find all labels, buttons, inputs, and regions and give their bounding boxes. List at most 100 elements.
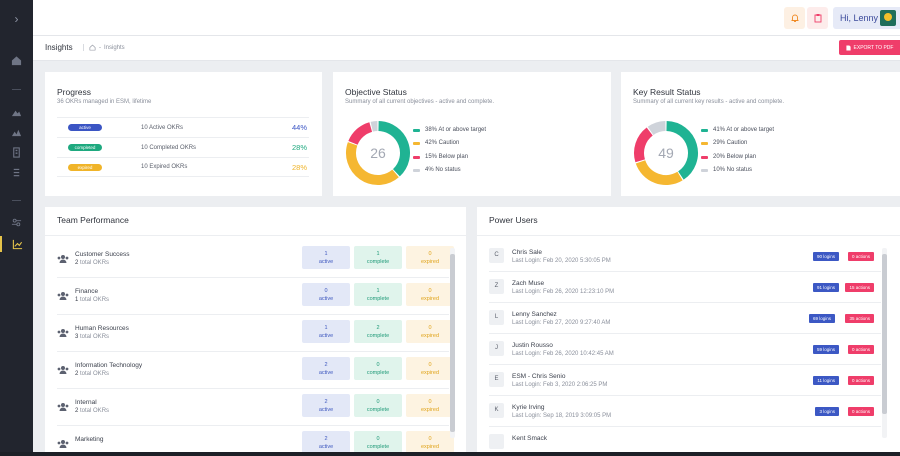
team-row[interactable]: Information Technology 2 total OKRs 2 act… bbox=[57, 352, 454, 389]
complete-count[interactable]: 0 complete bbox=[354, 357, 402, 380]
last-login: Last Login: Feb 20, 2020 5:30:05 PM bbox=[512, 258, 611, 264]
peaks-icon bbox=[11, 129, 22, 136]
complete-count[interactable]: 1 complete bbox=[354, 246, 402, 269]
expand-sidebar-button[interactable]: › bbox=[14, 12, 19, 26]
actions-badge: 15 actions bbox=[845, 283, 874, 292]
team-row[interactable]: Internal 2 total OKRs 2 active 0 complete … bbox=[57, 389, 454, 426]
card-subtitle: Summary of all current objectives - acti… bbox=[345, 99, 495, 105]
scrollbar-thumb[interactable] bbox=[882, 254, 887, 414]
scrollbar-thumb[interactable] bbox=[450, 254, 455, 432]
okr-count: 10 Expired OKRs bbox=[141, 164, 188, 170]
sidebar-item-teams[interactable] bbox=[0, 124, 33, 140]
donut-slice-caution bbox=[635, 159, 683, 185]
building-icon bbox=[13, 146, 20, 158]
active-count[interactable]: 1 active bbox=[302, 320, 350, 343]
avatar[interactable] bbox=[880, 10, 896, 26]
legend-label: 15% Below plan bbox=[425, 154, 469, 160]
card-title: Objective Status bbox=[345, 87, 407, 97]
user-row[interactable]: Kent Smack bbox=[489, 427, 881, 452]
actions-badge: 0 actions bbox=[847, 407, 874, 416]
sidebar-item-objectives[interactable] bbox=[0, 104, 33, 120]
legend-item: 38% At or above target bbox=[413, 127, 486, 133]
expired-count[interactable]: 0 expired bbox=[406, 283, 454, 306]
complete-count[interactable]: 0 complete bbox=[354, 431, 402, 452]
power-users-scrollbar[interactable] bbox=[882, 248, 887, 438]
sidebar-item-list[interactable] bbox=[0, 164, 33, 180]
expired-count[interactable]: 0 expired bbox=[406, 357, 454, 380]
legend-label: 20% Below plan bbox=[713, 154, 757, 160]
active-count[interactable]: 1 active bbox=[302, 246, 350, 269]
expired-count[interactable]: 0 expired bbox=[406, 394, 454, 417]
notifications-button[interactable] bbox=[784, 7, 805, 29]
user-row[interactable]: Z Zach Muse Last Login: Feb 26, 2020 12:… bbox=[489, 272, 881, 303]
team-row[interactable]: Marketing 2 active 0 complete 0 expired bbox=[57, 426, 454, 452]
export-label: EXPORT TO PDF bbox=[853, 44, 894, 51]
logins-badge: 91 logins bbox=[812, 283, 839, 292]
user-row[interactable]: L Lenny Sanchez Last Login: Feb 27, 2020… bbox=[489, 303, 881, 334]
team-list-scrollbar[interactable] bbox=[450, 248, 455, 438]
user-initial: Z bbox=[489, 279, 504, 294]
legend-label: 29% Caution bbox=[713, 140, 748, 146]
active-count[interactable]: 2 active bbox=[302, 357, 350, 380]
actions-badge: 35 actions bbox=[845, 314, 874, 323]
user-row[interactable]: K Kyrie Irving Last Login: Sep 18, 2019 … bbox=[489, 396, 881, 427]
export-to-pdf-button[interactable]: EXPORT TO PDF bbox=[839, 40, 900, 55]
actions-badge: 0 actions bbox=[847, 376, 874, 385]
legend-swatch bbox=[413, 141, 420, 145]
donut-slice-below-plan bbox=[634, 127, 653, 163]
breadcrumb-separator: - bbox=[99, 44, 101, 51]
user-menu[interactable]: Hi, Lenny bbox=[833, 7, 900, 29]
active-count[interactable]: 0 active bbox=[302, 283, 350, 306]
divider bbox=[477, 235, 900, 236]
donut-slice-below-plan bbox=[348, 122, 373, 146]
power-users-list[interactable]: C Chris Sale Last Login: Feb 20, 2020 5:… bbox=[477, 241, 887, 452]
key-result-status-donut: 49 bbox=[634, 121, 698, 185]
complete-count[interactable]: 0 complete bbox=[354, 394, 402, 417]
team-row[interactable]: Human Resources 3 total OKRs 1 active 2 co… bbox=[57, 315, 454, 352]
team-row[interactable]: Finance 1 total OKRs 0 active 1 complete 0… bbox=[57, 278, 454, 315]
active-count[interactable]: 2 active bbox=[302, 431, 350, 452]
donut-slice-at-or-above-target bbox=[666, 121, 698, 180]
user-name: Zach Muse bbox=[512, 280, 545, 287]
list-icon bbox=[13, 168, 20, 176]
okr-count: 10 Active OKRs bbox=[141, 124, 184, 131]
legend-item: 41% At or above target bbox=[701, 127, 774, 133]
team-icon bbox=[57, 403, 69, 411]
expired-count[interactable]: 0 expired bbox=[406, 320, 454, 343]
user-initial: E bbox=[489, 372, 504, 387]
expired-count[interactable]: 0 expired bbox=[406, 431, 454, 452]
expired-count[interactable]: 0 expired bbox=[406, 246, 454, 269]
legend-item: 10% No status bbox=[701, 167, 752, 173]
user-row[interactable]: E ESM - Chris Senio Last Login: Feb 3, 2… bbox=[489, 365, 881, 396]
team-name: Information Technology bbox=[75, 362, 143, 369]
donut-slice-caution bbox=[346, 142, 399, 185]
sliders-icon bbox=[11, 218, 22, 226]
donut-total: 49 bbox=[658, 145, 674, 161]
sidebar-item-reports[interactable] bbox=[0, 144, 33, 160]
sidebar-item-settings[interactable] bbox=[0, 214, 33, 230]
legend-item: 42% Caution bbox=[413, 140, 459, 146]
active-count[interactable]: 2 active bbox=[302, 394, 350, 417]
complete-count[interactable]: 1 complete bbox=[354, 283, 402, 306]
legend-label: 38% At or above target bbox=[425, 127, 487, 133]
legend-label: 41% At or above target bbox=[713, 127, 775, 133]
user-row[interactable]: C Chris Sale Last Login: Feb 20, 2020 5:… bbox=[489, 241, 881, 272]
team-name: Internal bbox=[75, 399, 97, 406]
complete-count[interactable]: 2 complete bbox=[354, 320, 402, 343]
clipboard-button[interactable] bbox=[807, 7, 828, 29]
donut-slice-at-or-above-target bbox=[378, 121, 410, 177]
legend-swatch bbox=[413, 168, 420, 172]
home-icon[interactable] bbox=[89, 44, 96, 51]
team-okr-count: 2 total OKRs bbox=[75, 260, 110, 266]
last-login: Last Login: Feb 26, 2020 10:42:45 AM bbox=[512, 351, 614, 357]
logins-badge: 3 logins bbox=[815, 407, 839, 416]
user-row[interactable]: J Justin Rousso Last Login: Feb 26, 2020… bbox=[489, 334, 881, 365]
legend-swatch bbox=[701, 155, 708, 159]
user-initial bbox=[489, 434, 504, 449]
progress-row-completed: completed 10 Completed OKRs 28% bbox=[57, 137, 309, 157]
sidebar-item-home[interactable] bbox=[0, 52, 33, 68]
sidebar-item-insights[interactable] bbox=[0, 236, 33, 252]
status-badge: completed bbox=[68, 144, 102, 151]
